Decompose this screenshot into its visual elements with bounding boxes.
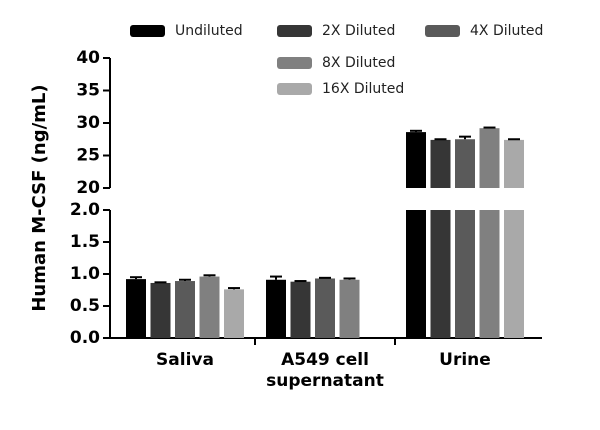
bar xyxy=(199,276,220,338)
legend-label: 8X Diluted xyxy=(322,55,395,71)
bar xyxy=(150,282,171,338)
legend-swatch xyxy=(425,25,460,37)
y-tick-label: 30 xyxy=(76,113,100,133)
y-tick-label: 40 xyxy=(76,48,100,68)
legend-swatch xyxy=(130,25,165,37)
y-tick-label: 0.5 xyxy=(70,296,100,316)
bar xyxy=(224,289,244,338)
y-tick-label: 1.0 xyxy=(70,264,100,284)
bar xyxy=(339,279,360,338)
y-axis-label: Human M-CSF (ng/mL) xyxy=(29,84,50,311)
bar-lower xyxy=(406,210,426,338)
bar xyxy=(175,281,195,338)
y-tick-label: 0.0 xyxy=(70,328,100,348)
bar-lower xyxy=(430,210,451,338)
bar-upper xyxy=(479,128,500,188)
bar-upper xyxy=(406,132,426,188)
y-tick-label: 1.5 xyxy=(70,232,100,252)
x-tick-label: Urine xyxy=(439,350,491,370)
bar-upper xyxy=(455,139,475,188)
bar-upper xyxy=(430,139,451,188)
legend-swatch xyxy=(277,83,312,95)
bar xyxy=(315,278,335,338)
legend-label: 16X Diluted xyxy=(322,81,404,97)
x-tick-label: A549 cell supernatant xyxy=(266,350,384,391)
bar xyxy=(290,281,311,338)
legend-label: 4X Diluted xyxy=(470,23,543,39)
bar-lower xyxy=(504,210,524,338)
bar-lower xyxy=(455,210,475,338)
bar xyxy=(266,279,286,338)
y-tick-label: 2.0 xyxy=(70,200,100,220)
bar-lower xyxy=(479,210,500,338)
y-tick-label: 35 xyxy=(76,81,100,101)
bar xyxy=(126,279,146,338)
y-tick-label: 20 xyxy=(76,178,100,198)
legend-swatch xyxy=(277,57,312,69)
legend-label: Undiluted xyxy=(175,23,243,39)
y-tick-label: 25 xyxy=(76,146,100,166)
legend-label: 2X Diluted xyxy=(322,23,395,39)
bar-upper xyxy=(504,139,524,188)
legend-swatch xyxy=(277,25,312,37)
x-tick-label: Saliva xyxy=(156,350,214,370)
